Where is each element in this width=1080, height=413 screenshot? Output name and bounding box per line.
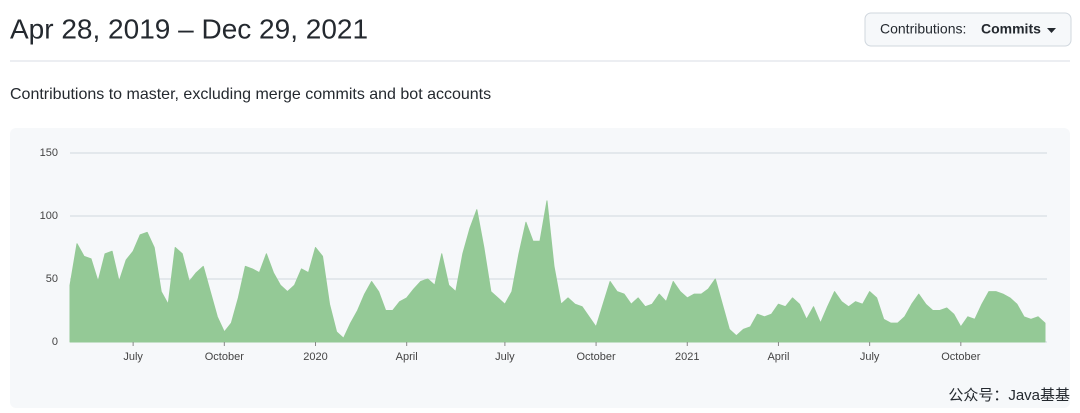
- x-tick-label: July: [495, 351, 515, 363]
- x-tick-label: October: [577, 351, 616, 363]
- x-tick-label: 2020: [303, 351, 327, 363]
- caret[interactable]: [1047, 28, 1056, 33]
- dropdown-value[interactable]: Commits: [981, 21, 1041, 37]
- dropdown-label[interactable]: Contributions:: [880, 21, 966, 37]
- y-tick-label: 150: [40, 147, 58, 159]
- area: [69, 200, 1046, 343]
- x-tick-label: October: [941, 351, 980, 363]
- subtitle: Contributions to master, excluding merge…: [10, 86, 491, 103]
- y-tick-label: 50: [46, 273, 58, 285]
- y-tick-label: 100: [40, 210, 58, 222]
- watermark: 公众号：Java基基: [948, 387, 1070, 404]
- x-tick-label: October: [205, 351, 244, 363]
- date-range-title: Apr 28, 2019 – Dec 29, 2021: [10, 13, 368, 44]
- x-tick-label: 2021: [675, 351, 699, 363]
- plot: 0 50 100 150 July October 2020 April July October…: [40, 147, 1047, 363]
- x-tick-label: April: [396, 351, 418, 363]
- dropdown-button[interactable]: [864, 12, 1072, 47]
- contributions-dropdown[interactable]: Contributions: Commits: [864, 12, 1072, 47]
- x-tick-label: July: [123, 351, 143, 363]
- x-tick-label: April: [767, 351, 789, 363]
- x-tick-label: July: [860, 351, 880, 363]
- y-tick-label: 0: [52, 336, 58, 348]
